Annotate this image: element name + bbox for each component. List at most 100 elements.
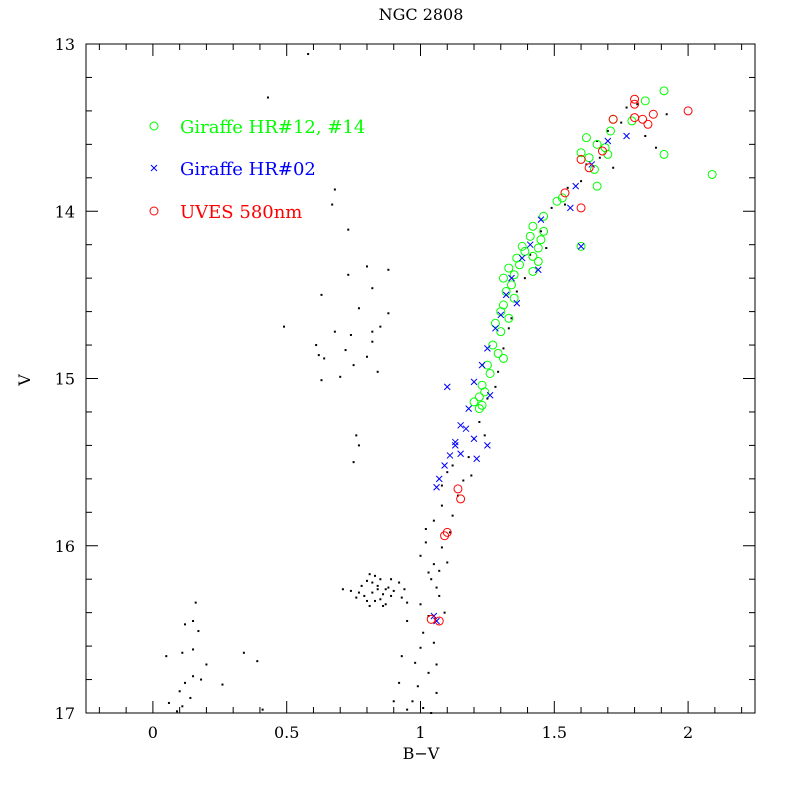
uves-point <box>630 94 640 104</box>
series-3 <box>426 94 693 626</box>
legend-item: Giraffe HR#12, #14 <box>149 117 365 138</box>
giraffe-hr12-14-point <box>496 327 506 337</box>
giraffe-hr02-point <box>518 254 526 262</box>
uves-point <box>434 616 444 626</box>
star-point <box>357 307 360 310</box>
star-point <box>192 675 195 678</box>
legend-marker <box>149 121 159 131</box>
giraffe-hr02-point <box>623 132 630 140</box>
giraffe-hr12-14-point <box>474 392 484 402</box>
star-point <box>355 434 358 437</box>
star-point <box>419 646 422 649</box>
giraffe-hr02-point <box>435 475 443 483</box>
star-point <box>379 598 382 601</box>
giraffe-hr12-14-point <box>506 280 516 290</box>
legend-label: UVES 580nm <box>180 202 302 223</box>
star-point <box>357 444 360 447</box>
legend-item: Giraffe HR#02 <box>150 159 316 180</box>
star-point <box>379 578 382 581</box>
plot-frame <box>85 43 756 714</box>
giraffe-hr12-14-point <box>515 260 525 270</box>
x-axis-label: B−V <box>403 744 440 763</box>
giraffe-hr12-14-point <box>576 148 586 158</box>
uves-point <box>456 494 466 504</box>
star-point <box>398 581 401 584</box>
giraffe-hr02-point <box>572 182 580 190</box>
giraffe-hr02-point <box>462 425 470 433</box>
star-point <box>320 293 323 296</box>
star-point <box>443 611 446 614</box>
star-point <box>432 519 435 522</box>
star-point <box>387 312 390 315</box>
giraffe-hr02-point <box>433 617 440 625</box>
star-point <box>368 604 371 607</box>
star-point <box>422 631 425 634</box>
giraffe-hr02-point <box>443 383 451 391</box>
x-tick-label: 0.5 <box>274 723 299 742</box>
star-point <box>411 700 414 703</box>
giraffe-hr12-14-point <box>536 235 546 245</box>
uves-point <box>643 119 653 129</box>
star-point <box>167 701 170 704</box>
star-point <box>564 203 567 206</box>
legend: Giraffe HR#12, #14 Giraffe HR#02 UVES 580n… <box>149 117 365 223</box>
star-point <box>387 268 390 271</box>
star-point <box>283 325 286 328</box>
star-point <box>194 601 197 604</box>
star-point <box>339 375 342 378</box>
uves-point <box>453 484 463 494</box>
star-point <box>539 230 542 233</box>
giraffe-hr12-14-point <box>584 153 594 163</box>
giraffe-hr02-point <box>451 442 459 449</box>
star-point <box>341 588 344 591</box>
star-point <box>371 591 374 594</box>
star-point <box>390 578 393 581</box>
giraffe-hr12-14-point <box>482 360 492 370</box>
uves-point <box>648 109 658 119</box>
giraffe-hr02-point <box>478 361 486 369</box>
star-point <box>307 53 310 56</box>
star-point <box>382 593 385 596</box>
giraffe-hr02-point <box>441 462 448 469</box>
giraffe-hr12-14-point <box>498 353 508 363</box>
giraffe-hr02-point <box>567 204 574 212</box>
star-point <box>550 206 553 209</box>
star-point <box>566 186 569 189</box>
giraffe-hr12-14-point <box>509 293 519 303</box>
star-point <box>620 121 623 124</box>
star-point <box>419 554 422 557</box>
y-tick-label: 14 <box>55 202 75 221</box>
giraffe-hr12-14-point <box>592 181 602 191</box>
star-point <box>165 655 168 658</box>
legend-marker <box>149 206 159 216</box>
star-point <box>192 648 195 651</box>
star-point <box>197 630 200 633</box>
star-point <box>665 113 668 116</box>
giraffe-hr12-14-point <box>707 169 717 179</box>
star-point <box>374 599 377 602</box>
star-point <box>266 96 269 99</box>
star-point <box>387 586 390 589</box>
star-point <box>467 456 470 459</box>
uves-point <box>560 188 570 198</box>
giraffe-hr12-14-point <box>520 246 530 256</box>
star-point <box>192 620 195 623</box>
star-point <box>636 103 639 106</box>
star-point <box>435 586 438 589</box>
giraffe-hr12-14-point <box>480 387 490 397</box>
star-point <box>363 594 366 597</box>
star-point <box>448 531 451 534</box>
star-point <box>406 708 409 711</box>
giraffe-hr12-14-point <box>528 221 538 231</box>
giraffe-hr02-point <box>457 450 464 458</box>
star-point <box>392 589 395 592</box>
star-point <box>221 683 224 686</box>
uves-point <box>426 614 436 624</box>
star-point <box>422 706 425 709</box>
series-2 <box>430 132 630 625</box>
star-point <box>371 581 374 584</box>
chart-title: NGC 2808 <box>379 5 464 24</box>
star-point <box>374 574 377 577</box>
star-point <box>416 685 419 688</box>
